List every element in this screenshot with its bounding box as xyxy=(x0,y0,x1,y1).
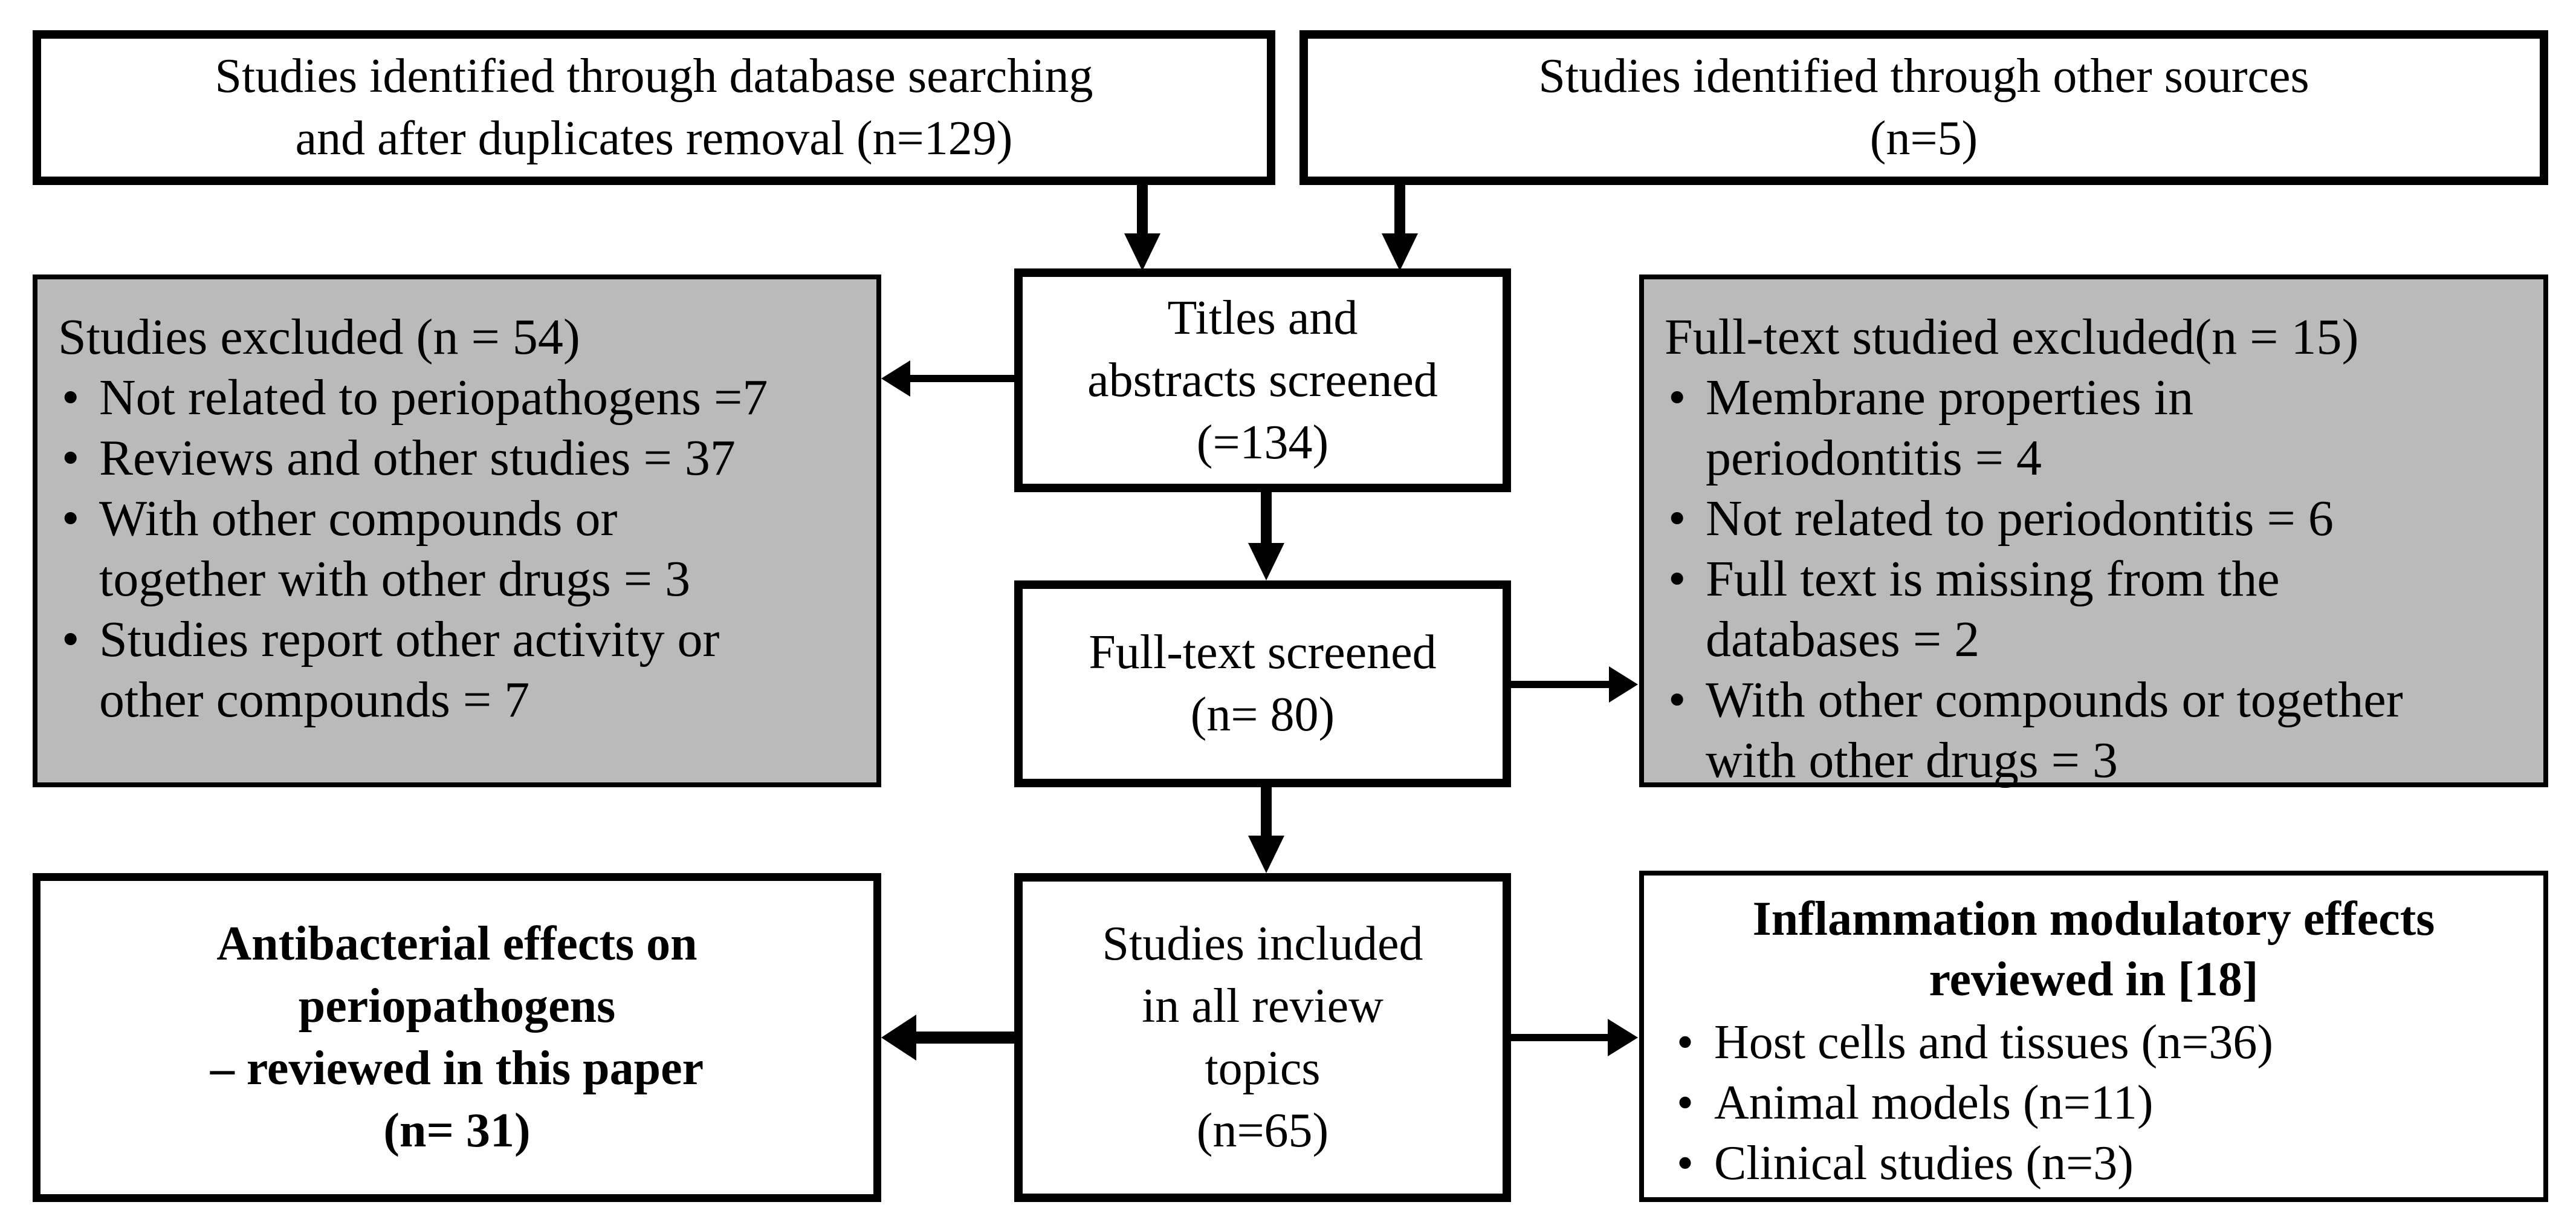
excluded-fulltext-bullet-1: Membrane properties in periodontitis = 4 xyxy=(1706,369,2194,486)
arrow-stem xyxy=(905,375,1017,382)
node-other-sources-label: Studies identified through other sources… xyxy=(1538,50,2309,165)
node-studies-included: Studies included in all review topics (n… xyxy=(1014,873,1511,1202)
list-item: • Clinical studies (n=3) xyxy=(1673,1133,2537,1194)
node-other-sources: Studies identified through other sources… xyxy=(1299,30,2548,185)
bullet-icon: • xyxy=(1677,1137,1694,1190)
arrow-stem xyxy=(1261,786,1272,838)
bullet-icon: • xyxy=(1668,490,1686,547)
arrow-head-icon xyxy=(1609,666,1638,703)
arrow-head-icon xyxy=(881,360,910,397)
bullet-icon: • xyxy=(1668,551,1686,607)
excluded-titles-bullet-1: Not related to periopathogens =7 xyxy=(99,369,768,426)
inflammation-bullet-2: Animal models (n=11) xyxy=(1714,1076,2154,1129)
node-titles-screened: Titles and abstracts screened (=134) xyxy=(1014,268,1511,492)
excluded-fulltext-bullet-2: Not related to periodontitis = 6 xyxy=(1706,490,2334,547)
arrow-head-icon xyxy=(1608,1019,1638,1056)
arrow-stem xyxy=(1510,681,1614,688)
bullet-icon: • xyxy=(1668,369,1686,426)
inflammation-heading: Inflammation modulatory effects reviewed… xyxy=(1752,892,2435,1006)
list-item: • Studies report other activity or other… xyxy=(58,609,870,730)
node-titles-screened-label: Titles and abstracts screened (=134) xyxy=(1087,291,1438,469)
list-item: • Not related to periodontitis = 6 xyxy=(1665,489,2537,549)
inflammation-bullets: • Host cells and tissues (n=36) • Animal… xyxy=(1644,1010,2543,1194)
list-item: • With other compounds or together with … xyxy=(58,489,870,609)
node-fulltext-screened-label: Full-text screened (n= 80) xyxy=(1089,626,1437,741)
excluded-fulltext-bullet-3: Full text is missing from the databases … xyxy=(1706,551,2280,668)
arrow-head-icon xyxy=(1248,836,1284,873)
arrow-stem xyxy=(911,1032,1023,1044)
node-excluded-fulltext: Full-text studied excluded(n = 15) • Mem… xyxy=(1639,275,2548,788)
arrow-stem xyxy=(1394,184,1405,241)
node-fulltext-screened: Full-text screened (n= 80) xyxy=(1014,580,1511,787)
bullet-icon: • xyxy=(1668,672,1686,728)
list-item: • Reviews and other studies = 37 xyxy=(58,428,870,489)
node-studies-included-label: Studies included in all review topics (n… xyxy=(1102,917,1423,1157)
bullet-icon: • xyxy=(62,369,80,426)
arrow-stem xyxy=(1137,184,1148,241)
node-database-searching: Studies identified through database sear… xyxy=(33,30,1275,185)
excluded-titles-bullet-2: Reviews and other studies = 37 xyxy=(99,430,736,486)
list-item: • Animal models (n=11) xyxy=(1673,1073,2537,1133)
arrow-stem xyxy=(1510,1034,1611,1041)
arrow-head-icon xyxy=(1248,543,1284,580)
list-item: • Membrane properties in periodontitis =… xyxy=(1665,368,2537,489)
inflammation-bullet-1: Host cells and tissues (n=36) xyxy=(1714,1016,2273,1069)
list-item: • Host cells and tissues (n=36) xyxy=(1673,1012,2537,1073)
node-inflammation-effects: Inflammation modulatory effects reviewed… xyxy=(1639,871,2548,1202)
arrow-head-icon xyxy=(881,1015,916,1061)
list-item: • Full text is missing from the database… xyxy=(1665,549,2537,670)
excluded-titles-bullet-4: Studies report other activity or other c… xyxy=(99,611,720,728)
excluded-titles-bullet-3: With other compounds or together with ot… xyxy=(99,490,691,607)
node-antibacterial-effects: Antibacterial effects on periopathogens … xyxy=(33,873,881,1202)
bullet-icon: • xyxy=(62,430,80,486)
node-antibacterial-effects-label: Antibacterial effects on periopathogens … xyxy=(210,917,704,1157)
bullet-icon: • xyxy=(1677,1076,1694,1129)
excluded-titles-heading: Studies excluded (n = 54) xyxy=(58,309,580,365)
bullet-icon: • xyxy=(62,490,80,547)
bullet-icon: • xyxy=(62,611,80,668)
excluded-fulltext-heading: Full-text studied excluded(n = 15) xyxy=(1665,309,2359,365)
arrow-head-icon xyxy=(1124,233,1160,271)
arrow-head-icon xyxy=(1382,233,1418,271)
node-database-searching-label: Studies identified through database sear… xyxy=(215,50,1093,165)
node-excluded-titles: Studies excluded (n = 54) • Not related … xyxy=(33,275,881,787)
list-item: • With other compounds or together with … xyxy=(1665,670,2537,791)
bullet-icon: • xyxy=(1677,1016,1694,1069)
arrow-stem xyxy=(1261,491,1272,545)
excluded-fulltext-bullet-4: With other compounds or together with ot… xyxy=(1706,672,2403,788)
list-item: • Not related to periopathogens =7 xyxy=(58,368,870,428)
inflammation-bullet-3: Clinical studies (n=3) xyxy=(1714,1137,2134,1190)
